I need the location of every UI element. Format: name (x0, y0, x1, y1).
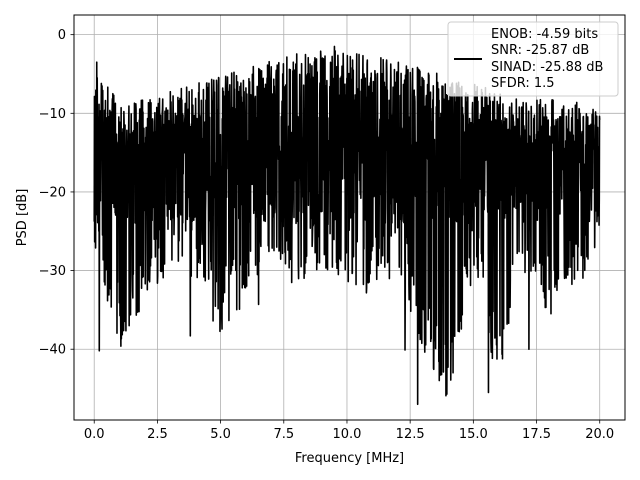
legend-text-enob: ENOB: -4.59 bits (491, 27, 598, 42)
x-tick-label: 7.5 (273, 427, 294, 442)
y-tick-label: 0 (58, 28, 66, 43)
x-tick-label: 15.0 (459, 427, 488, 442)
y-tick-label: −40 (39, 343, 66, 358)
y-tick-label: −20 (39, 185, 66, 200)
x-tick-label: 17.5 (522, 427, 551, 442)
legend-text-sfdr: SFDR: 1.5 (491, 76, 555, 91)
y-axis-ticks: 0 −10 −20 −30 −40 (39, 28, 74, 358)
x-axis-label: Frequency [MHz] (295, 451, 404, 466)
y-tick-label: −30 (39, 264, 66, 279)
legend-text-snr: SNR: -25.87 dB (491, 43, 589, 58)
x-tick-label: 5.0 (210, 427, 231, 442)
legend-box (447, 21, 619, 97)
x-tick-label: 10.0 (332, 427, 361, 442)
x-tick-label: 0.0 (84, 427, 105, 442)
x-axis-ticks: 0.0 2.5 5.0 7.5 10.0 12.5 15.0 17.5 20.0 (84, 420, 614, 442)
psd-series (93, 45, 601, 406)
x-tick-label: 2.5 (147, 427, 168, 442)
y-tick-label: −10 (39, 107, 66, 122)
legend: ENOB: -4.59 bits SNR: -25.87 dB SINAD: -… (447, 21, 619, 97)
x-tick-label: 12.5 (396, 427, 425, 442)
legend-text-sinad: SINAD: -25.88 dB (491, 60, 603, 75)
plot-frame (73, 14, 626, 421)
psd-line (93, 45, 601, 406)
x-tick-label: 20.0 (585, 427, 614, 442)
y-axis-label: PSD [dB] (15, 189, 30, 247)
